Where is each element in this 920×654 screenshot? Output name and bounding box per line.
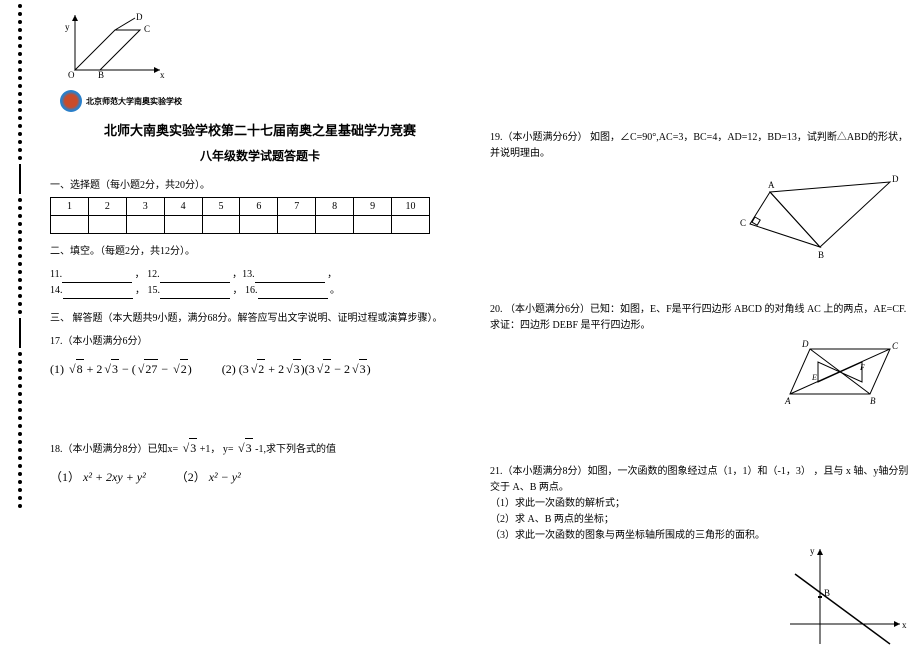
q18-x: 3	[181, 441, 198, 455]
label-C: C	[892, 341, 899, 351]
q18-tail: -1,求下列各式的值	[255, 444, 336, 455]
q20-prove: 求证：四边形 DEBF 是平行四边形。	[490, 318, 910, 334]
fill-label: 11.	[50, 269, 62, 280]
q18-p2-label: （2）	[176, 470, 206, 484]
q21-p3: （3）求此一次函数的图象与两坐标轴所围成的三角形的面积。	[490, 528, 910, 544]
label-E: E	[811, 373, 817, 382]
top-diagram: O B C D y x	[60, 10, 470, 80]
q18: 18.（本小题满分8分）已知x= 3 +1， y= 3 -1,求下列各式的值 （…	[50, 439, 470, 487]
left-page: O B C D y x 北京师范大学南奧实验学校 北师大南奥实验学校第二十七届南…	[50, 10, 470, 640]
label-x: x	[902, 620, 907, 630]
q18-p1-label: （1）	[50, 470, 80, 484]
col-head: 4	[164, 198, 202, 216]
q17-p2-formula: (32 + 23)(32 − 23)	[239, 362, 371, 376]
q20-label: 20. （本小题满分6分）已知：如图，E、F是平行四边形 ABCD 的对角线 A…	[490, 302, 910, 318]
table-row: 1 2 3 4 5 6 7 8 9 10	[51, 198, 430, 216]
label-y: y	[810, 546, 815, 556]
fill-sep: ，	[233, 285, 243, 296]
q20-figure: A B C D E F	[770, 334, 910, 414]
blank	[62, 271, 132, 283]
label-D: D	[136, 12, 143, 22]
col-head: 9	[354, 198, 392, 216]
label-B: B	[824, 588, 830, 598]
blank	[255, 271, 325, 283]
section3-head: 三、 解答题（本大题共9小题，满分68分。解答应写出文字说明、证明过程或演算步骤…	[50, 309, 470, 324]
q20: 20. （本小题满分6分）已知：如图，E、F是平行四边形 ABCD 的对角线 A…	[490, 302, 910, 414]
col-head: 10	[392, 198, 430, 216]
fill-blanks: 11. ， 12. ，13. ， 14. ， 15. ， 16. 。	[50, 267, 470, 299]
q18-p2-formula: x² − y²	[209, 470, 241, 484]
blank	[160, 271, 230, 283]
logo-icon	[60, 90, 82, 112]
col-head: 5	[202, 198, 240, 216]
col-head: 3	[126, 198, 164, 216]
fill-label: 15.	[148, 285, 161, 296]
q17-p1-formula: 8 + 23 − (27 − 2)	[67, 362, 195, 376]
section1-head: 一、选择题（每小题2分，共20分）。	[50, 176, 470, 191]
school-logo-row: 北京师范大学南奧实验学校	[60, 90, 470, 112]
label-C: C	[740, 218, 746, 228]
label-O: O	[68, 70, 75, 80]
fill-sep: 。	[330, 285, 340, 296]
col-head: 7	[278, 198, 316, 216]
label-F: F	[859, 363, 865, 372]
label-C: C	[144, 24, 150, 34]
label-A: A	[784, 396, 791, 406]
right-page: 19.（本小题满分6分） 如图，∠C=90°,AC=3，BC=4，AD=12，B…	[490, 10, 910, 640]
parallelogram-axes-svg: O B C D y x	[60, 10, 170, 80]
label-B: B	[818, 250, 824, 260]
label-x: x	[160, 70, 165, 80]
blank	[258, 287, 328, 299]
fill-label: 12.	[147, 269, 160, 280]
section2-head: 二、填空。（每题2分，共12分）。	[50, 242, 470, 257]
q19-figure: A B C D	[730, 162, 910, 262]
col-head: 8	[316, 198, 354, 216]
binding-edge	[10, 0, 30, 650]
q17-p2-label: (2)	[222, 362, 236, 376]
col-head: 1	[51, 198, 89, 216]
fill-label: 14.	[50, 285, 63, 296]
label-y: y	[65, 22, 70, 32]
fill-label: 16.	[245, 285, 258, 296]
q18-y: 3	[236, 441, 253, 455]
q17: 17.（本小题满分6分） (1) 8 + 23 − (27 − 2) (2) (…	[50, 334, 470, 379]
logo-text: 北京师范大学南奧实验学校	[86, 96, 182, 107]
fill-sep: ，	[327, 269, 337, 280]
blank	[63, 287, 133, 299]
table-row	[51, 216, 430, 234]
col-head: 6	[240, 198, 278, 216]
q21-p1: （1）求此一次函数的解析式；	[490, 496, 910, 512]
col-head: 2	[88, 198, 126, 216]
q17-label: 17.（本小题满分6分）	[50, 334, 470, 350]
label-D: D	[801, 339, 809, 349]
label-B: B	[98, 70, 104, 80]
q21: 21.（本小题满分8分）如图，一次函数的图象经过点（1，1）和（-1，3） ，且…	[490, 464, 910, 544]
label-A: A	[768, 180, 775, 190]
q21-label: 21.（本小题满分8分）如图，一次函数的图象经过点（1，1）和（-1，3） ，且…	[490, 464, 910, 496]
fill-label: ，13.	[232, 269, 255, 280]
q21-figure: x y B	[780, 544, 910, 654]
main-title: 北师大南奥实验学校第二十七届南奥之星基础学力竞赛	[50, 120, 470, 139]
label-D: D	[892, 174, 899, 184]
q19: 19.（本小题满分6分） 如图，∠C=90°,AC=3，BC=4，AD=12，B…	[490, 130, 910, 262]
q21-p2: （2）求 A、B 两点的坐标；	[490, 512, 910, 528]
subtitle: 八年级数学试题答题卡	[50, 147, 470, 164]
q18-mid: +1， y=	[200, 444, 234, 455]
q18-label: 18.（本小题满分8分）已知x=	[50, 444, 178, 455]
q18-p1-formula: x² + 2xy + y²	[83, 470, 146, 484]
fill-sep: ，	[135, 269, 145, 280]
answer-table: 1 2 3 4 5 6 7 8 9 10	[50, 197, 430, 234]
blank	[160, 287, 230, 299]
q17-p1-label: (1)	[50, 362, 64, 376]
label-B: B	[870, 396, 876, 406]
q19-label: 19.（本小题满分6分） 如图，∠C=90°,AC=3，BC=4，AD=12，B…	[490, 130, 910, 162]
fill-sep: ，	[135, 285, 145, 296]
